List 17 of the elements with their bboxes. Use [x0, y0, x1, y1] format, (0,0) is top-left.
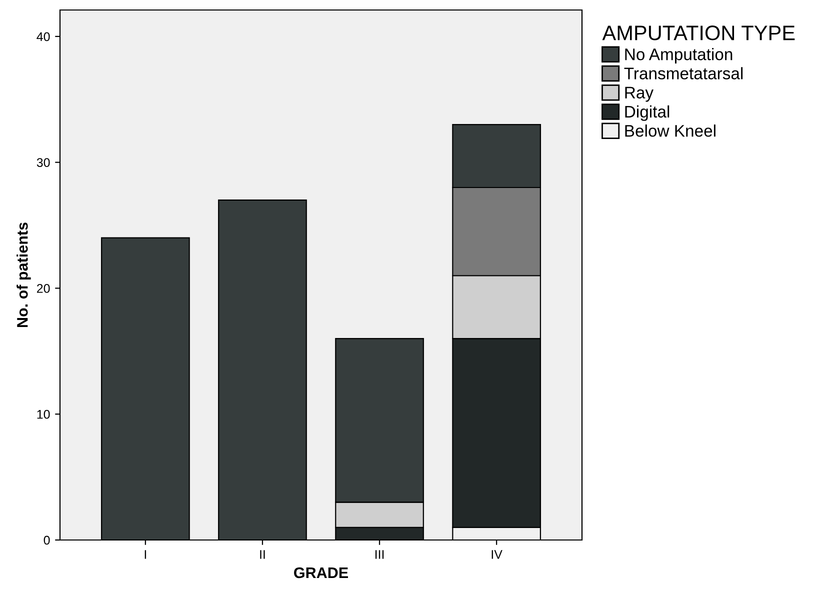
- legend-label: Ray: [625, 86, 654, 102]
- y-tick-label: 20: [37, 284, 50, 293]
- legend-label: Below Kneel: [625, 124, 716, 137]
- legend-label: Transmetatarsal: [624, 67, 743, 80]
- y-tick-label: 30: [36, 158, 50, 167]
- legend-label: No Amputation: [625, 48, 732, 64]
- x-tick-label: II: [260, 550, 265, 559]
- y-tick-label: 10: [37, 410, 50, 419]
- legend-label: Digital: [625, 105, 670, 121]
- y-tick-label: 0: [44, 536, 50, 545]
- x-axis-title: GRADE: [294, 567, 348, 578]
- y-axis-title: No. of patients: [16, 222, 31, 328]
- x-tick-label: I: [144, 550, 146, 559]
- x-tick-label: III: [375, 550, 384, 559]
- legend-title: AMPUTATION TYPE: [602, 26, 795, 40]
- x-tick-label: IV: [492, 550, 502, 559]
- y-tick-label: 40: [36, 32, 50, 42]
